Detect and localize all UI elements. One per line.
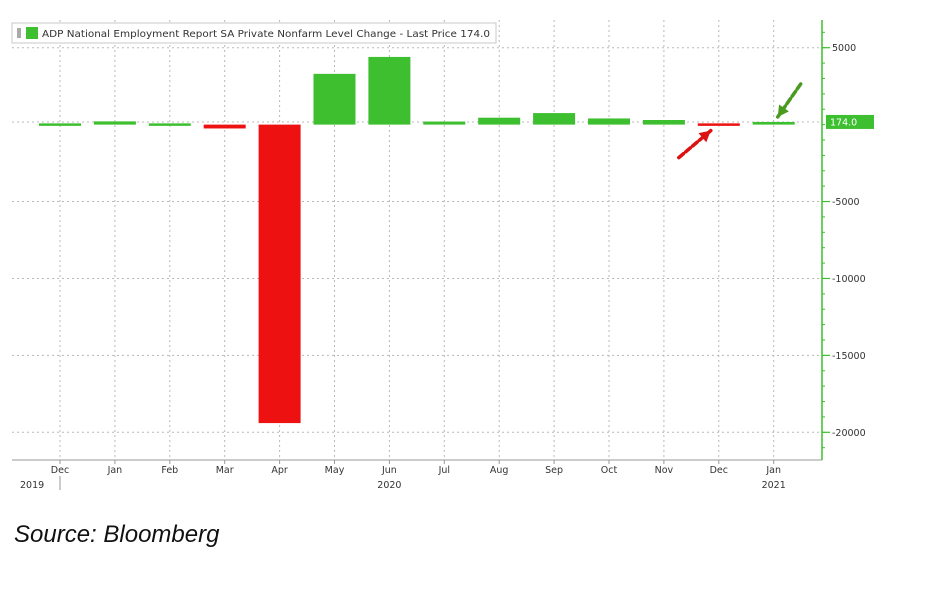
x-year-label: 2019	[20, 480, 44, 491]
legend: ADP National Employment Report SA Privat…	[11, 22, 497, 44]
last-price-tag	[826, 114, 874, 129]
source-caption: Source: Bloomberg	[14, 521, 220, 548]
bar	[588, 118, 630, 125]
y-tick-label: -20000	[832, 428, 866, 439]
y-tick-label: -15000	[832, 351, 866, 362]
x-tick-label: Sep	[545, 465, 563, 476]
x-tick-label: Dec	[51, 465, 69, 476]
bar	[148, 123, 191, 126]
x-tick-label: Mar	[216, 465, 234, 476]
x-tick-label: Jun	[381, 465, 397, 476]
annotation-arrow-icon	[775, 82, 803, 119]
x-tick-label: Jan	[107, 465, 123, 476]
bar	[203, 124, 246, 129]
last-price-label: 174.0	[830, 117, 857, 128]
x-tick-label: May	[325, 465, 345, 476]
bar	[368, 56, 411, 125]
bars-layer	[39, 56, 795, 424]
chart: 5000 -5000 -10000 -15000 -20000 174.0 Dec Jan Fe…	[11, 20, 874, 491]
bar	[697, 123, 740, 126]
x-tick-label: Jul	[438, 465, 450, 476]
axis-layer: 5000 -5000 -10000 -15000 -20000 174.0 Dec Jan Fe…	[12, 20, 874, 491]
x-tick-label: Feb	[161, 465, 178, 476]
bar	[258, 124, 301, 424]
y-tick-label: -5000	[832, 197, 860, 208]
x-year-label: 2021	[762, 480, 786, 491]
bar	[93, 121, 136, 125]
bar	[39, 123, 81, 126]
x-year-label: 2020	[377, 480, 401, 491]
bar	[533, 113, 576, 125]
bar	[642, 120, 685, 125]
x-tick-label: Apr	[271, 465, 288, 476]
x-tick-label: Aug	[490, 465, 509, 476]
bar	[752, 121, 795, 125]
x-tick-label: Jan	[765, 465, 781, 476]
legend-color-swatch	[26, 27, 38, 39]
x-tick-label: Oct	[601, 465, 618, 476]
x-tick-label: Dec	[710, 465, 728, 476]
y-tick-label: -10000	[832, 274, 866, 285]
arrow-layer	[677, 82, 803, 160]
bar	[423, 121, 466, 125]
bar	[313, 73, 356, 125]
legend-label: ADP National Employment Report SA Privat…	[42, 29, 490, 40]
bar	[478, 117, 521, 125]
annotation-arrow-icon	[677, 128, 713, 160]
x-tick-label: Nov	[655, 465, 674, 476]
legend-swatch-icon	[17, 28, 21, 38]
grid-layer	[12, 20, 822, 460]
y-tick-label: 5000	[832, 43, 856, 54]
